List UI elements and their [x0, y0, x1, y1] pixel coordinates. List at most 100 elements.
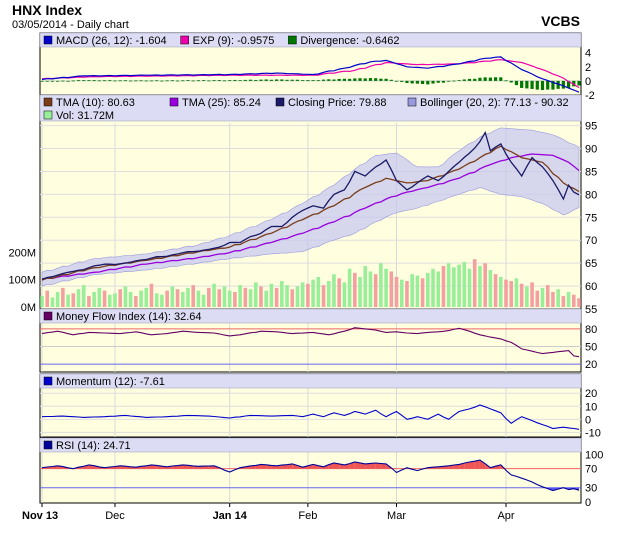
rsi-y-tick: 30	[585, 483, 597, 495]
volume-bar	[426, 272, 430, 307]
volume-bar	[483, 263, 487, 307]
volume-bar	[358, 276, 362, 307]
volume-bar	[415, 275, 420, 307]
volume-bar	[280, 281, 284, 307]
volume-bar	[368, 271, 373, 307]
price-legend-label: Closing Price: 79.88	[288, 97, 386, 109]
x-axis-label: Dec	[105, 510, 125, 522]
divergence-bar	[577, 80, 581, 86]
price-y-tick: 60	[585, 281, 597, 293]
tma10-line	[41, 145, 580, 281]
divergence-bar	[97, 80, 101, 82]
volume-bar	[519, 283, 524, 307]
macd-line	[41, 56, 580, 93]
volume-bar	[71, 293, 76, 307]
volume-bar	[493, 274, 498, 307]
volume-bar	[373, 274, 378, 307]
divergence-bar	[420, 80, 425, 84]
divergence-bar	[82, 80, 86, 81]
divergence-bar	[488, 77, 492, 81]
divergence-bar	[207, 80, 211, 82]
tma25-line	[41, 153, 580, 280]
macd-legend-label: EXP (9): -0.9575	[193, 35, 275, 47]
divergence-bar	[462, 79, 466, 81]
divergence-bar	[353, 78, 357, 81]
divergence-bar	[129, 80, 133, 82]
momentum-legend-bar	[39, 373, 582, 389]
divergence-bar	[228, 80, 232, 81]
volume-bar	[144, 287, 149, 307]
chart-title: HNX Index	[12, 2, 82, 18]
volume-bar	[498, 276, 503, 307]
volume-bar	[420, 278, 425, 307]
volume-bar	[217, 289, 222, 307]
divergence-bar	[499, 77, 503, 81]
volume-bar	[431, 268, 435, 307]
rsi-overbought-fill	[260, 464, 267, 469]
volume-bar	[566, 291, 571, 307]
divergence-bar	[66, 80, 70, 82]
rsi-overbought-fill	[365, 463, 371, 469]
divergence-bar	[243, 79, 247, 81]
x-axis-label: Nov 13	[22, 510, 58, 522]
rsi-overbought-fill	[203, 466, 209, 469]
macd-y-tick: -2	[585, 90, 595, 102]
mfi-y-tick: 50	[585, 342, 597, 354]
volume-bar	[40, 296, 44, 307]
rsi-overbought-fill	[370, 462, 376, 469]
divergence-bar	[50, 80, 55, 82]
volume-bar	[134, 296, 138, 307]
price-legend-label: TMA (10): 80.63	[56, 97, 135, 109]
divergence-bar	[306, 80, 310, 81]
volume-bar	[571, 294, 576, 307]
divergence-bar	[186, 80, 190, 81]
volume-bar	[326, 281, 331, 307]
volume-bar	[113, 293, 117, 307]
divergence-bar	[212, 80, 216, 82]
volume-bar	[545, 285, 550, 307]
mfi-legend-bar	[39, 308, 582, 324]
volume-bar	[514, 278, 519, 307]
rsi-overbought-fill	[375, 462, 381, 469]
macd-legend-label: Divergence: -0.6462	[300, 35, 399, 47]
volume-bar	[363, 266, 368, 307]
volume-bar	[410, 274, 414, 307]
volume-bar	[180, 291, 185, 307]
divergence-bar	[556, 80, 560, 89]
divergence-bar	[61, 80, 65, 82]
divergence-bar	[332, 79, 336, 81]
rsi-overbought-fill	[380, 463, 387, 469]
divergence-bar	[71, 80, 75, 82]
divergence-bar	[368, 78, 373, 81]
macd-legend-bar	[39, 32, 582, 48]
divergence-bar	[483, 77, 487, 81]
divergence-bar	[415, 80, 419, 84]
divergence-bar	[134, 80, 138, 82]
volume-bar	[149, 283, 154, 307]
divergence-bar	[379, 78, 383, 81]
divergence-bar	[337, 78, 341, 81]
volume-bar	[488, 270, 493, 307]
macd-legend-swatch	[180, 35, 189, 45]
divergence-bar	[509, 80, 513, 83]
volume-bar	[61, 287, 65, 307]
price-legend-swatch	[275, 97, 285, 107]
divergence-bar	[285, 79, 289, 81]
volume-bar	[233, 291, 237, 307]
price-y-tick: 55	[585, 304, 597, 316]
volume-bar	[165, 290, 169, 307]
volume-bar	[186, 287, 190, 307]
closing-price-line	[41, 130, 580, 280]
rsi-overbought-fill	[333, 462, 340, 469]
macd-legend-swatch	[288, 35, 297, 45]
volume-bar	[175, 289, 180, 307]
divergence-bar	[118, 80, 122, 82]
momentum-legend-label: Momentum (12): -7.61	[56, 376, 165, 388]
volume-bar	[316, 276, 321, 307]
divergence-bar	[457, 80, 461, 81]
volume-tick-label: 100M	[8, 275, 36, 287]
divergence-bar	[217, 80, 221, 81]
volume-bar	[170, 286, 175, 307]
volume-bar	[212, 283, 216, 307]
volume-bar	[92, 291, 96, 307]
